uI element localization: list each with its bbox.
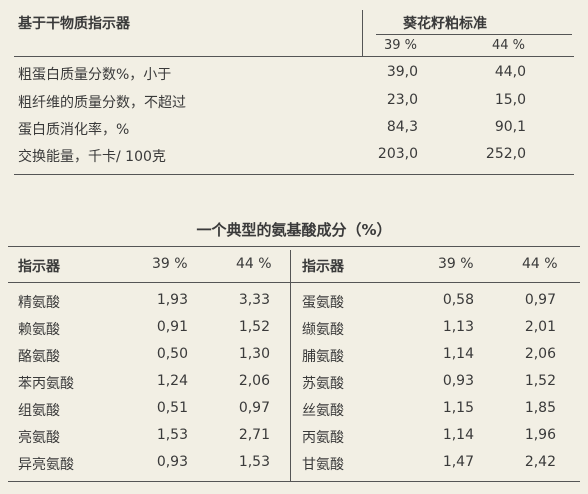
amino-left-name: 精氨酸 [18,295,60,311]
amino-center-divider [290,250,291,482]
amino-left-v1: 0,51 [156,400,188,416]
amino-right-name: 苏氨酸 [302,376,344,392]
top-table-left-header: 基于干物质指示器 [18,16,130,32]
amino-right-v2: 2,42 [524,454,556,470]
amino-left-col2-header: 44 % [236,256,272,272]
amino-top-rule [8,246,580,247]
amino-right-header-label: 指示器 [302,259,344,275]
amino-right-name: 脯氨酸 [302,349,344,365]
top-row-v1: 23,0 [386,92,418,108]
amino-right-v1: 1,14 [442,427,474,443]
amino-right-col1-header: 39 % [438,256,474,272]
amino-right-name: 丝氨酸 [302,403,344,419]
top-row-v1: 84,3 [386,119,418,135]
amino-left-v2: 2,06 [238,373,270,389]
amino-right-v1: 1,13 [442,319,474,335]
amino-right-v1: 0,58 [442,292,474,308]
top-col2-header: 44 % [492,38,526,53]
top-row-label: 粗纤维的质量分数，不超过 [18,95,186,111]
amino-right-col2-header: 44 % [522,256,558,272]
amino-right-v2: 1,52 [524,373,556,389]
amino-right-name: 缬氨酸 [302,322,344,338]
top-row-v2: 15,0 [494,92,526,108]
amino-left-v1: 1,24 [156,373,188,389]
amino-left-name: 组氨酸 [18,403,60,419]
top-row-v2: 44,0 [494,64,526,80]
amino-bottom-rule [8,481,580,482]
amino-left-v2: 1,53 [238,454,270,470]
amino-left-name: 赖氨酸 [18,322,60,338]
top-row-v1: 39,0 [386,64,418,80]
header-subline [376,34,572,35]
amino-left-col1-header: 39 % [152,256,188,272]
amino-right-name: 甘氨酸 [302,457,344,473]
amino-left-name: 异亮氨酸 [18,457,74,473]
top-row-v2: 90,1 [494,119,526,135]
amino-left-v2: 0,97 [238,400,270,416]
amino-right-v2: 2,06 [524,346,556,362]
amino-left-v1: 0,93 [156,454,188,470]
top-row-v2: 252,0 [485,146,526,162]
amino-left-v2: 1,52 [238,319,270,335]
amino-left-v2: 3,33 [238,292,270,308]
amino-right-v2: 2,01 [524,319,556,335]
header-divider [362,10,363,56]
amino-left-name: 苯丙氨酸 [18,376,74,392]
amino-left-v2: 1,30 [238,346,270,362]
amino-right-v1: 1,47 [442,454,474,470]
top-col1-header: 39 % [384,38,418,53]
amino-header-rule [8,282,580,283]
top-table-right-header: 葵花籽粕标准 [403,16,487,32]
top-row-v1: 203,0 [377,146,418,162]
top-header-rule [14,56,574,57]
amino-right-name: 蛋氨酸 [302,295,344,311]
amino-left-v1: 0,91 [156,319,188,335]
top-row-label: 交换能量，千卡/ 100克 [18,149,166,165]
amino-left-name: 酪氨酸 [18,349,60,365]
top-row-label: 粗蛋白质量分数%，小于 [18,67,172,83]
amino-left-v1: 0,50 [156,346,188,362]
amino-left-name: 亮氨酸 [18,430,60,446]
amino-right-v1: 0,93 [442,373,474,389]
amino-right-v1: 1,15 [442,400,474,416]
amino-left-header-label: 指示器 [18,259,60,275]
amino-table-title: 一个典型的氨基酸成分（%） [196,221,392,239]
amino-left-v2: 2,71 [238,427,270,443]
amino-left-v1: 1,53 [156,427,188,443]
top-bottom-rule [14,174,574,175]
amino-right-v1: 1,14 [442,346,474,362]
amino-right-v2: 0,97 [524,292,556,308]
amino-right-v2: 1,96 [524,427,556,443]
top-row-label: 蛋白质消化率，% [18,122,130,138]
amino-right-name: 丙氨酸 [302,430,344,446]
amino-left-v1: 1,93 [156,292,188,308]
amino-right-v2: 1,85 [524,400,556,416]
